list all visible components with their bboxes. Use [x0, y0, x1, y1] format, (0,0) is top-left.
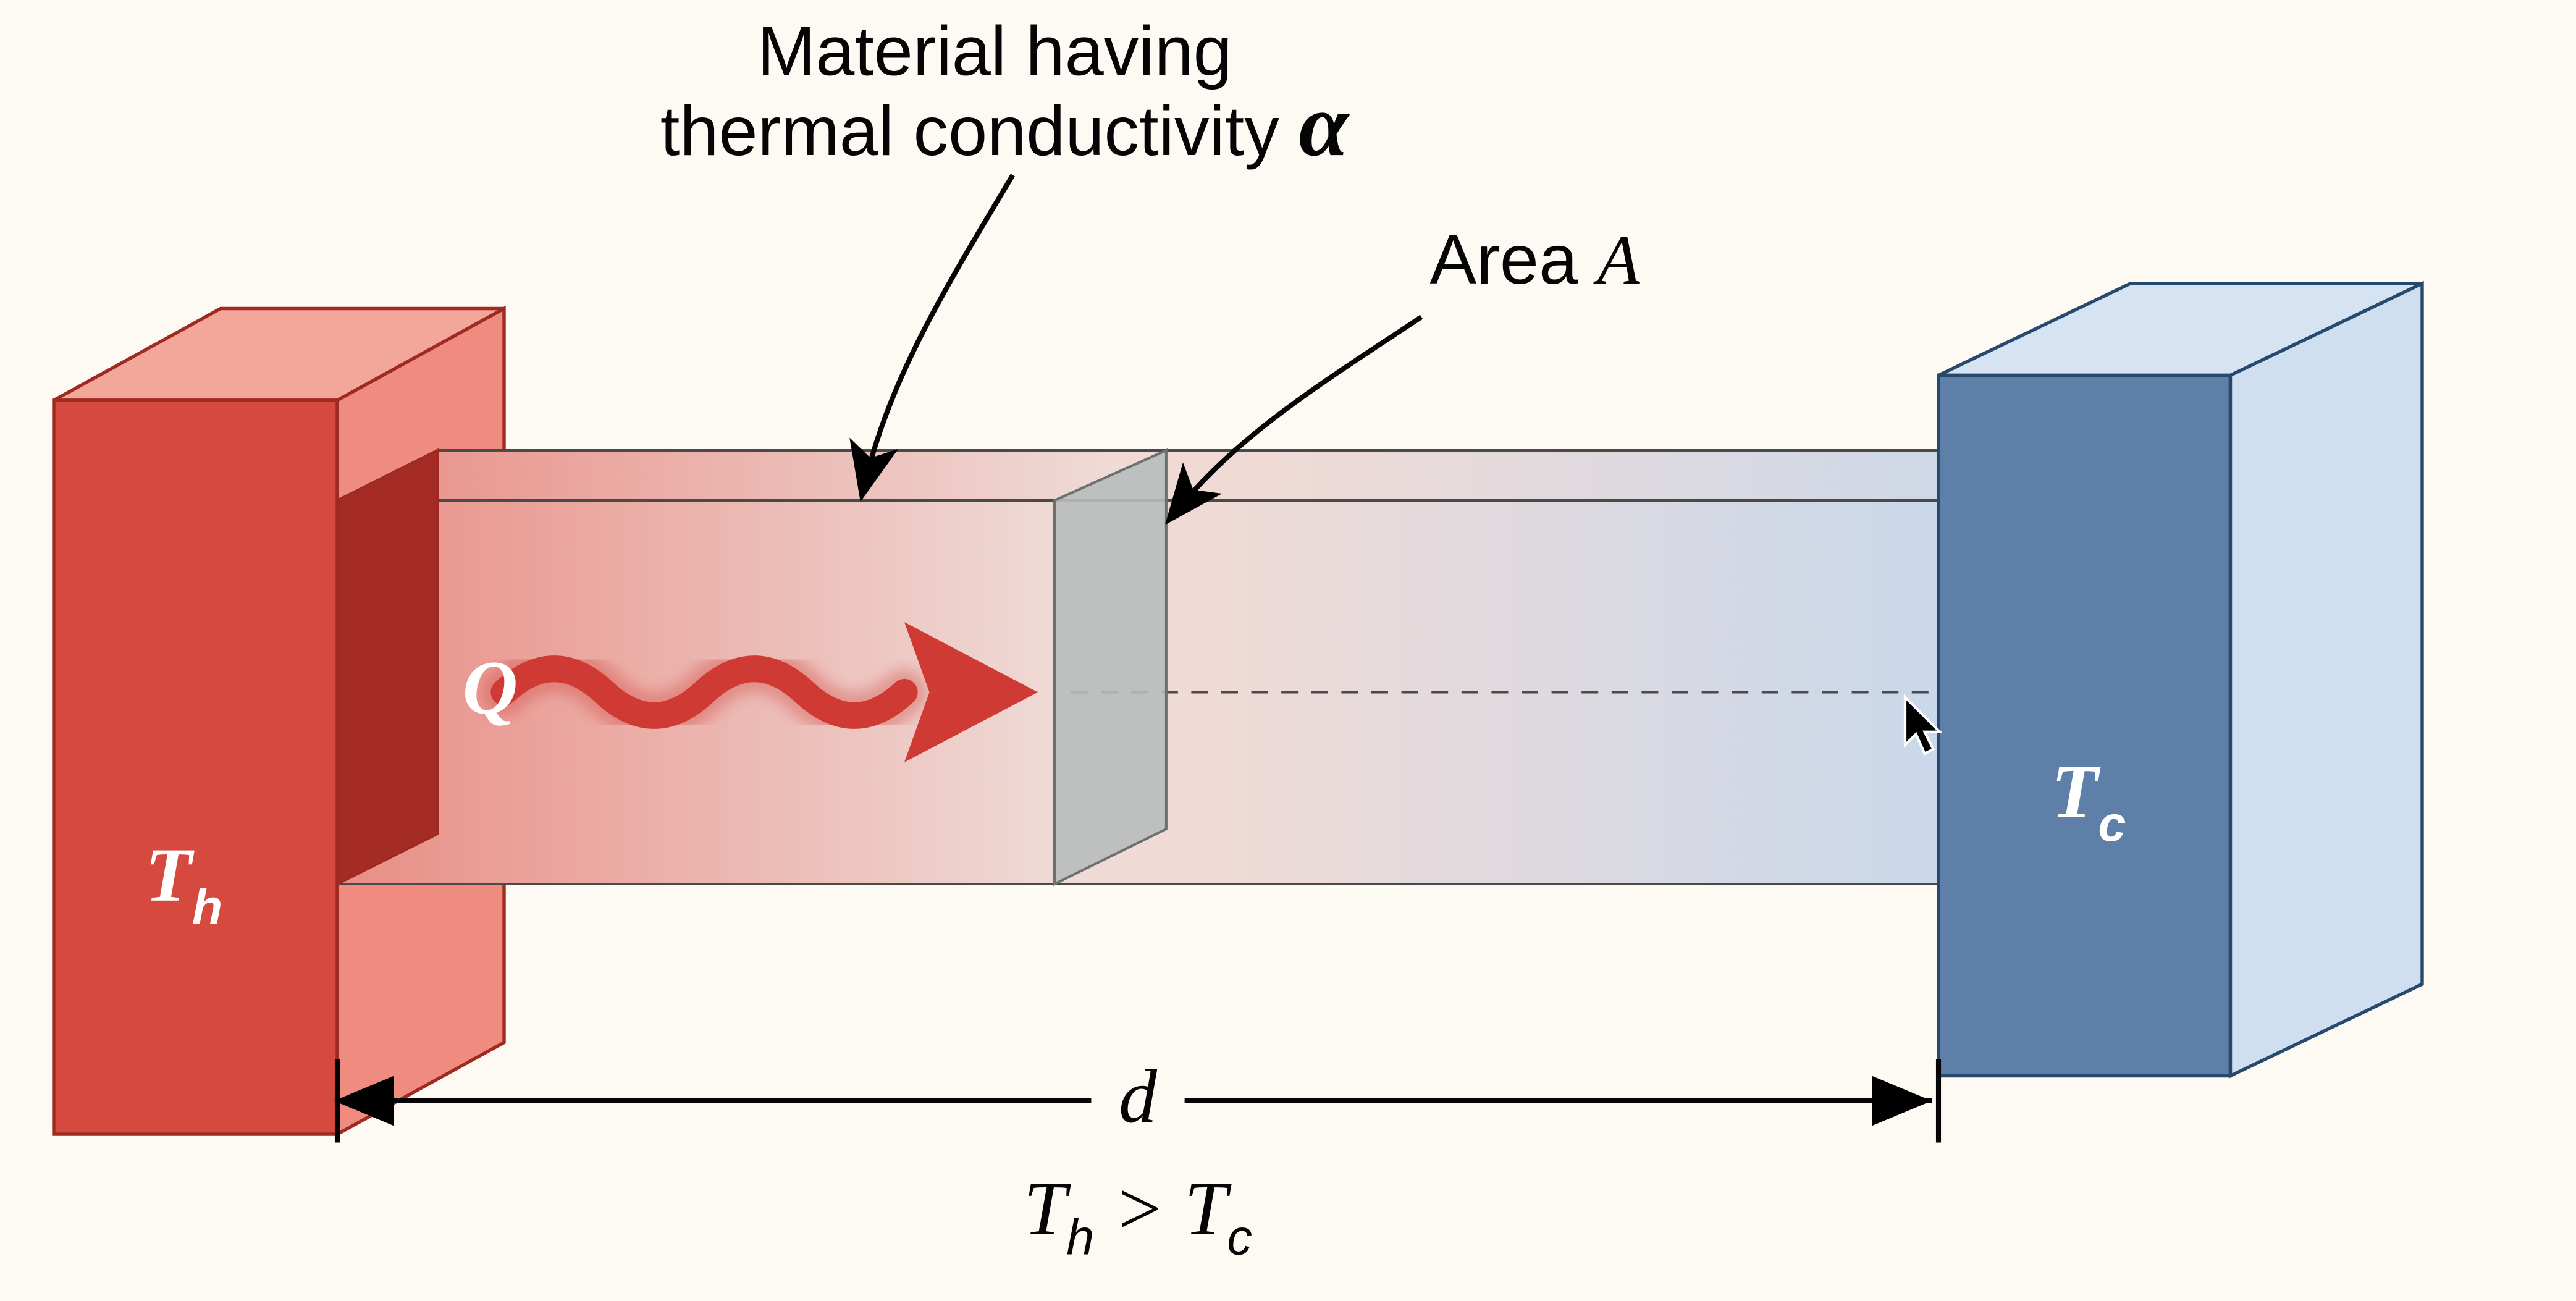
area-label: Area A [1430, 221, 1641, 299]
Th-T: T [145, 832, 195, 917]
hot-block-front [54, 400, 337, 1134]
Th-sub: h [192, 880, 222, 935]
heat-conduction-diagram: Q Th Tc Material having thermal conducti… [0, 0, 2576, 1301]
Tc-sub: c [2098, 796, 2126, 852]
area-label-pre: Area [1430, 221, 1597, 299]
cold-block [1938, 284, 2422, 1076]
conducting-bar: Q [337, 450, 2047, 884]
ineq-Th-T: T [1024, 1166, 1071, 1251]
heat-Q-label: Q [463, 644, 518, 730]
cold-block-front [1938, 376, 2231, 1076]
area-A-symbol: A [1593, 221, 1641, 299]
bar-hot-end-face [337, 450, 437, 884]
material-label-line2-pre: thermal conductivity [660, 92, 1299, 171]
cross-section-plane [1054, 450, 1166, 884]
cold-block-side [2231, 284, 2423, 1076]
ineq-gt: > [1094, 1166, 1184, 1251]
temperature-inequality: Th > Tc [1024, 1166, 1252, 1265]
ineq-Tc-sub: c [1227, 1210, 1252, 1265]
material-label-line1: Material having [757, 12, 1232, 90]
alpha-symbol: α [1299, 75, 1350, 175]
material-label: Material having thermal conductivity α [660, 12, 1350, 175]
ineq-Th-sub: h [1066, 1210, 1094, 1265]
Tc-T: T [2052, 749, 2101, 834]
ineq-Tc-T: T [1184, 1166, 1232, 1251]
dimension-d-label: d [1119, 1053, 1158, 1139]
